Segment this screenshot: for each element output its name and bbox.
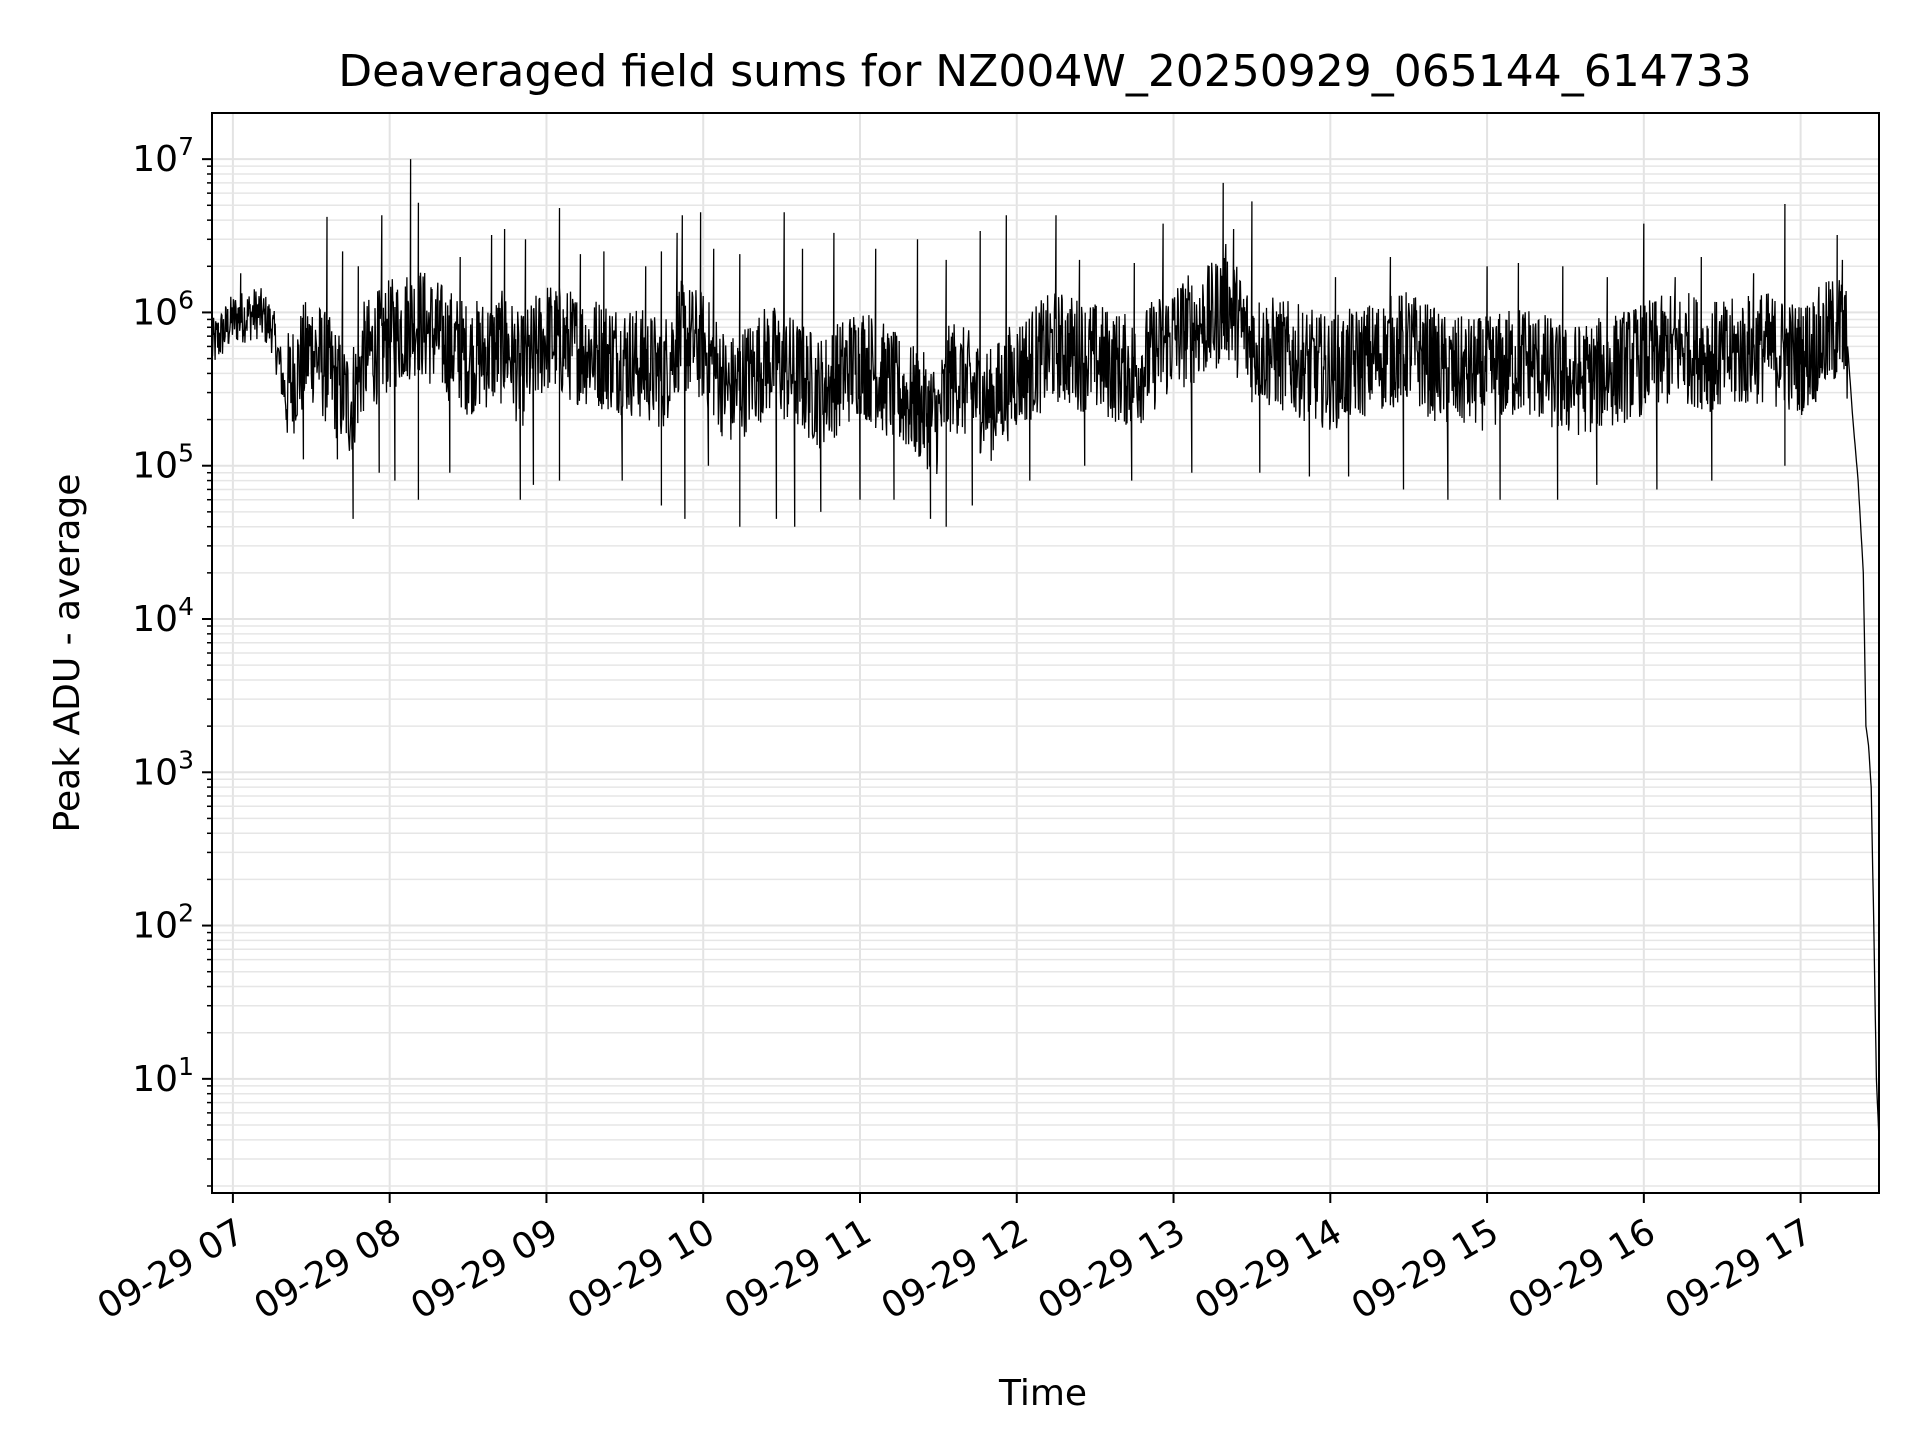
y-tick-label: 106 — [132, 285, 194, 333]
y-axis-ticks: 101 102 103 104 105 106 107 — [132, 132, 212, 1100]
y-tick-label: 104 — [132, 592, 194, 640]
y-tick-label: 102 — [132, 899, 194, 947]
plot-frame — [211, 112, 1880, 1194]
chart-title: Deaveraged field sums for NZ004W_2025092… — [338, 46, 1751, 97]
y-axis-label: Peak ADU - average — [47, 474, 88, 833]
x-axis-label: Time — [998, 1373, 1087, 1414]
y-tick-label: 105 — [132, 439, 194, 487]
y-tick-label: 107 — [132, 132, 194, 180]
minor-gridlines — [207, 165, 1879, 1187]
series-line — [211, 159, 1880, 1140]
y-tick-label: 103 — [132, 745, 194, 793]
y-tick-label: 101 — [132, 1052, 194, 1100]
